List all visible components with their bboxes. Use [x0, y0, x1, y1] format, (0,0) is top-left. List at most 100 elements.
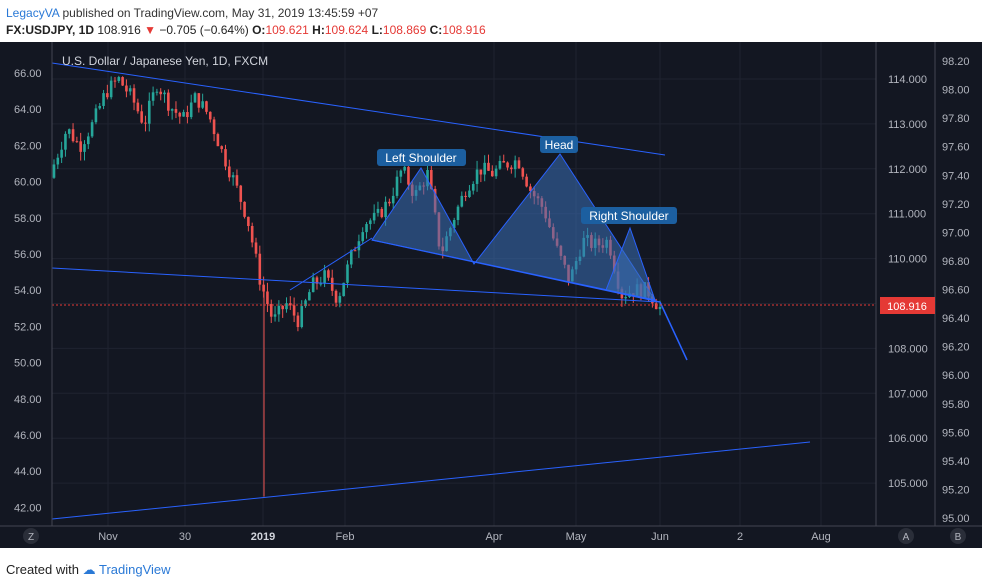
candle-body: [250, 226, 254, 243]
candle-body: [205, 101, 208, 112]
grid: [52, 42, 876, 526]
rising-line: [289, 237, 373, 291]
candle-body: [452, 220, 456, 229]
right-axis-tick: 112.000: [888, 164, 927, 176]
candle-body: [380, 208, 384, 218]
candle-body: [525, 176, 528, 187]
candle-body: [109, 80, 113, 98]
inner-right-axis-tick: 97.40: [942, 170, 970, 182]
candle-body: [189, 102, 193, 118]
candle-body: [464, 195, 467, 197]
candle-body: [376, 208, 380, 213]
inner-right-axis-tick: 97.80: [942, 113, 970, 125]
candle-body: [235, 175, 239, 186]
candle-body: [262, 284, 265, 292]
x-axis-tick: Nov: [98, 531, 118, 543]
candle-body: [296, 315, 300, 328]
candle-body: [151, 92, 155, 101]
low-value: 108.869: [382, 23, 427, 37]
candle-body: [87, 136, 90, 145]
candle-body: [64, 133, 67, 150]
candle-body: [330, 277, 334, 291]
candle-body: [395, 176, 399, 196]
author-link[interactable]: LegacyVA: [6, 6, 60, 20]
left-axis-tick: 44.00: [14, 466, 42, 478]
corner-b-icon[interactable]: B: [950, 528, 966, 544]
candle-body: [430, 170, 433, 189]
corner-z-icon[interactable]: Z: [23, 528, 39, 544]
ohlc-line: FX:USDJPY, 1D 108.916 ▼ −0.705 (−0.64%) …: [6, 23, 486, 37]
publish-info: LegacyVA published on TradingView.com, M…: [6, 6, 378, 21]
inner-right-axis-tick: 96.40: [942, 313, 970, 325]
inner-right-axis-tick: 96.60: [942, 285, 970, 297]
x-axis-tick: Jun: [651, 531, 669, 543]
inner-right-axis-tick: 97.20: [942, 199, 970, 211]
head-label: Head: [540, 136, 578, 153]
candle-body: [254, 242, 258, 254]
down-arrow-icon: ▼: [144, 23, 156, 37]
candle-body: [113, 80, 117, 82]
corner-a-icon[interactable]: A: [898, 528, 914, 544]
candle-body: [144, 122, 147, 124]
candle-body: [384, 201, 387, 218]
candle-body: [71, 129, 75, 142]
candle-body: [52, 164, 56, 178]
candle-body: [285, 303, 288, 310]
left-axis-tick: 46.00: [14, 430, 42, 442]
x-axis-tick: 2019: [251, 531, 275, 543]
candle-body: [167, 92, 170, 111]
candle-body: [456, 206, 460, 221]
left-axis-tick: 64.00: [14, 104, 42, 116]
candle-body: [117, 77, 121, 82]
candle-body: [502, 160, 506, 163]
candle-body: [315, 277, 319, 284]
candle-body: [220, 146, 223, 150]
left-axis-tick: 52.00: [14, 321, 42, 333]
candle-body: [654, 303, 658, 310]
candle-body: [468, 190, 471, 197]
candle-body: [273, 314, 277, 317]
left-axis-tick: 48.00: [14, 394, 42, 406]
candle-body: [365, 224, 368, 233]
right-axis-tick: 111.000: [888, 209, 926, 221]
candle-body: [258, 253, 262, 285]
close-value: 108.916: [442, 23, 486, 37]
candle-body: [212, 119, 216, 135]
candle-body: [304, 300, 307, 307]
trend-line-middle: [51, 267, 661, 303]
candle-body: [399, 170, 403, 177]
candle-body: [487, 162, 490, 171]
svg-text:A: A: [903, 532, 910, 543]
x-axis-tick: 30: [179, 531, 191, 543]
left-axis-tick: 66.00: [14, 68, 42, 80]
candle-body: [338, 296, 342, 303]
candle-body: [140, 111, 143, 123]
candle-body: [323, 270, 326, 284]
candle-body: [491, 170, 494, 177]
inner-right-axis-tick: 97.60: [942, 142, 970, 154]
right-shoulder-label: Right Shoulder: [581, 207, 677, 224]
candle-body: [174, 109, 178, 113]
candle-body: [353, 250, 357, 252]
inner-right-axis-tick: 95.40: [942, 456, 970, 468]
candle-body: [136, 102, 140, 112]
candle-body: [342, 282, 345, 297]
candle-body: [94, 108, 98, 123]
candle-body: [228, 166, 231, 178]
candle-body: [308, 292, 311, 301]
tradingview-logo-icon[interactable]: ☁: [82, 562, 96, 577]
candle-body: [521, 168, 525, 177]
svg-text:108.916: 108.916: [887, 301, 927, 313]
candle-body: [281, 305, 284, 310]
candle-body: [475, 169, 479, 184]
candle-body: [426, 170, 429, 187]
candle-body: [170, 109, 174, 111]
open-value: 109.621: [265, 23, 309, 37]
candle-body: [289, 303, 292, 306]
candle-body: [147, 100, 151, 124]
candle-body: [266, 291, 269, 305]
left-axis-tick: 56.00: [14, 249, 42, 261]
candle-body: [247, 216, 250, 227]
right-axis-tick: 110.000: [888, 254, 927, 266]
tradingview-brand[interactable]: TradingView: [99, 562, 171, 577]
